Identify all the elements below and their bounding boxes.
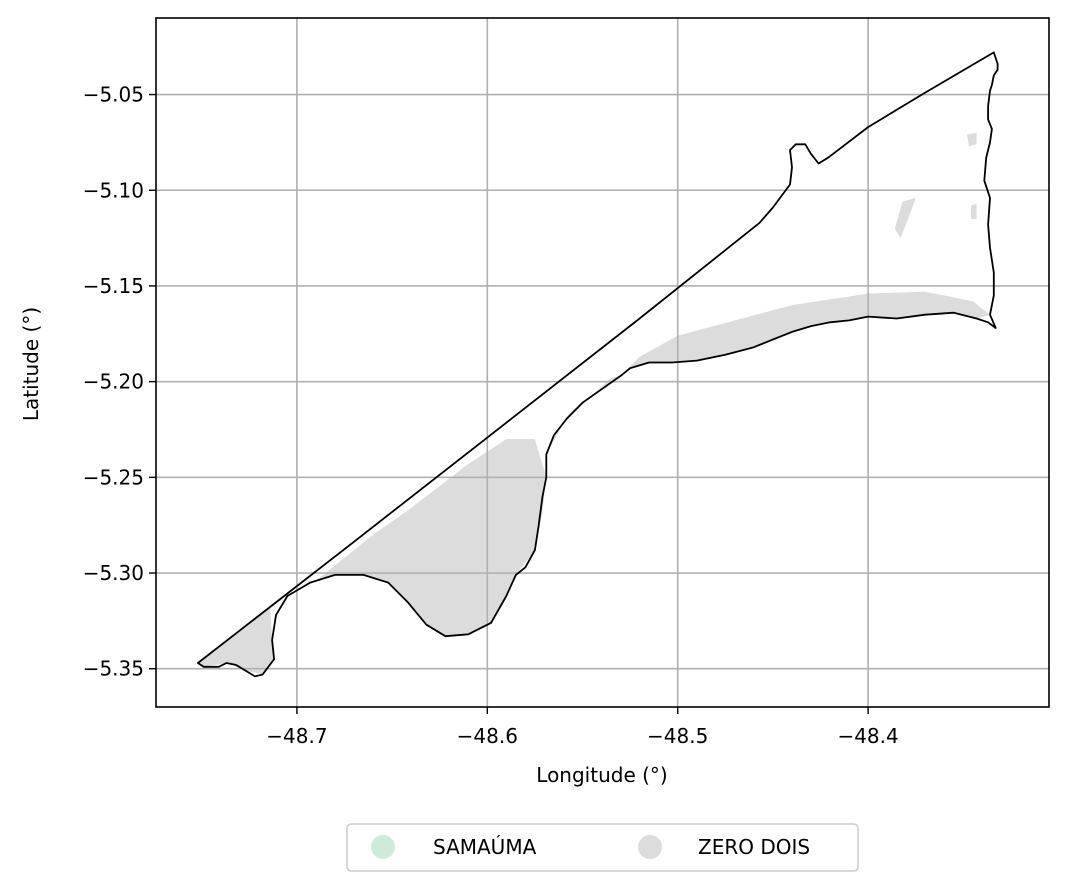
region-zero-dois-5 bbox=[967, 132, 977, 147]
x-tick-label-3: −48.4 bbox=[837, 724, 898, 748]
region-zero-dois-0 bbox=[197, 607, 275, 675]
y-axis: −5.05 −5.10 −5.15 −5.20 −5.25 −5.30 −5.35 bbox=[83, 83, 156, 681]
legend-frame bbox=[346, 823, 859, 872]
plot-area bbox=[156, 18, 1049, 707]
y-tick-label-6: −5.35 bbox=[83, 657, 144, 681]
y-tick-label-3: −5.20 bbox=[83, 370, 144, 394]
region-zero-dois-6 bbox=[970, 203, 977, 219]
plot-frame bbox=[155, 17, 1050, 708]
legend-marker-samauma bbox=[371, 835, 395, 859]
x-tick-label-1: −48.6 bbox=[457, 724, 518, 748]
legend-marker-zero-dois bbox=[638, 835, 662, 859]
y-tick-label-0: −5.05 bbox=[83, 83, 144, 107]
region-zero-dois-1 bbox=[315, 439, 547, 637]
y-axis-label: Latitude (°) bbox=[19, 307, 43, 421]
x-axis: −48.7 −48.6 −48.5 −48.4 bbox=[266, 707, 899, 748]
region-zero-dois-4 bbox=[894, 197, 916, 239]
x-tick-label-2: −48.5 bbox=[647, 724, 708, 748]
boundary bbox=[196, 51, 999, 678]
legend-label-zero-dois: ZERO DOIS bbox=[698, 835, 810, 859]
x-axis-label: Longitude (°) bbox=[536, 763, 667, 787]
zero-dois-regions bbox=[197, 132, 990, 675]
x-tick-label-0: −48.7 bbox=[266, 724, 327, 748]
boundary-outline bbox=[196, 51, 999, 678]
y-tick-label-1: −5.10 bbox=[83, 178, 144, 202]
y-tick-label-4: −5.25 bbox=[83, 465, 144, 489]
grid bbox=[156, 18, 1049, 707]
y-tick-label-5: −5.30 bbox=[83, 561, 144, 585]
region-zero-dois-3 bbox=[620, 291, 990, 376]
legend-label-samauma: SAMAÚMA bbox=[433, 835, 537, 859]
legend: SAMAÚMA ZERO DOIS bbox=[346, 823, 859, 872]
y-tick-label-2: −5.15 bbox=[83, 274, 144, 298]
